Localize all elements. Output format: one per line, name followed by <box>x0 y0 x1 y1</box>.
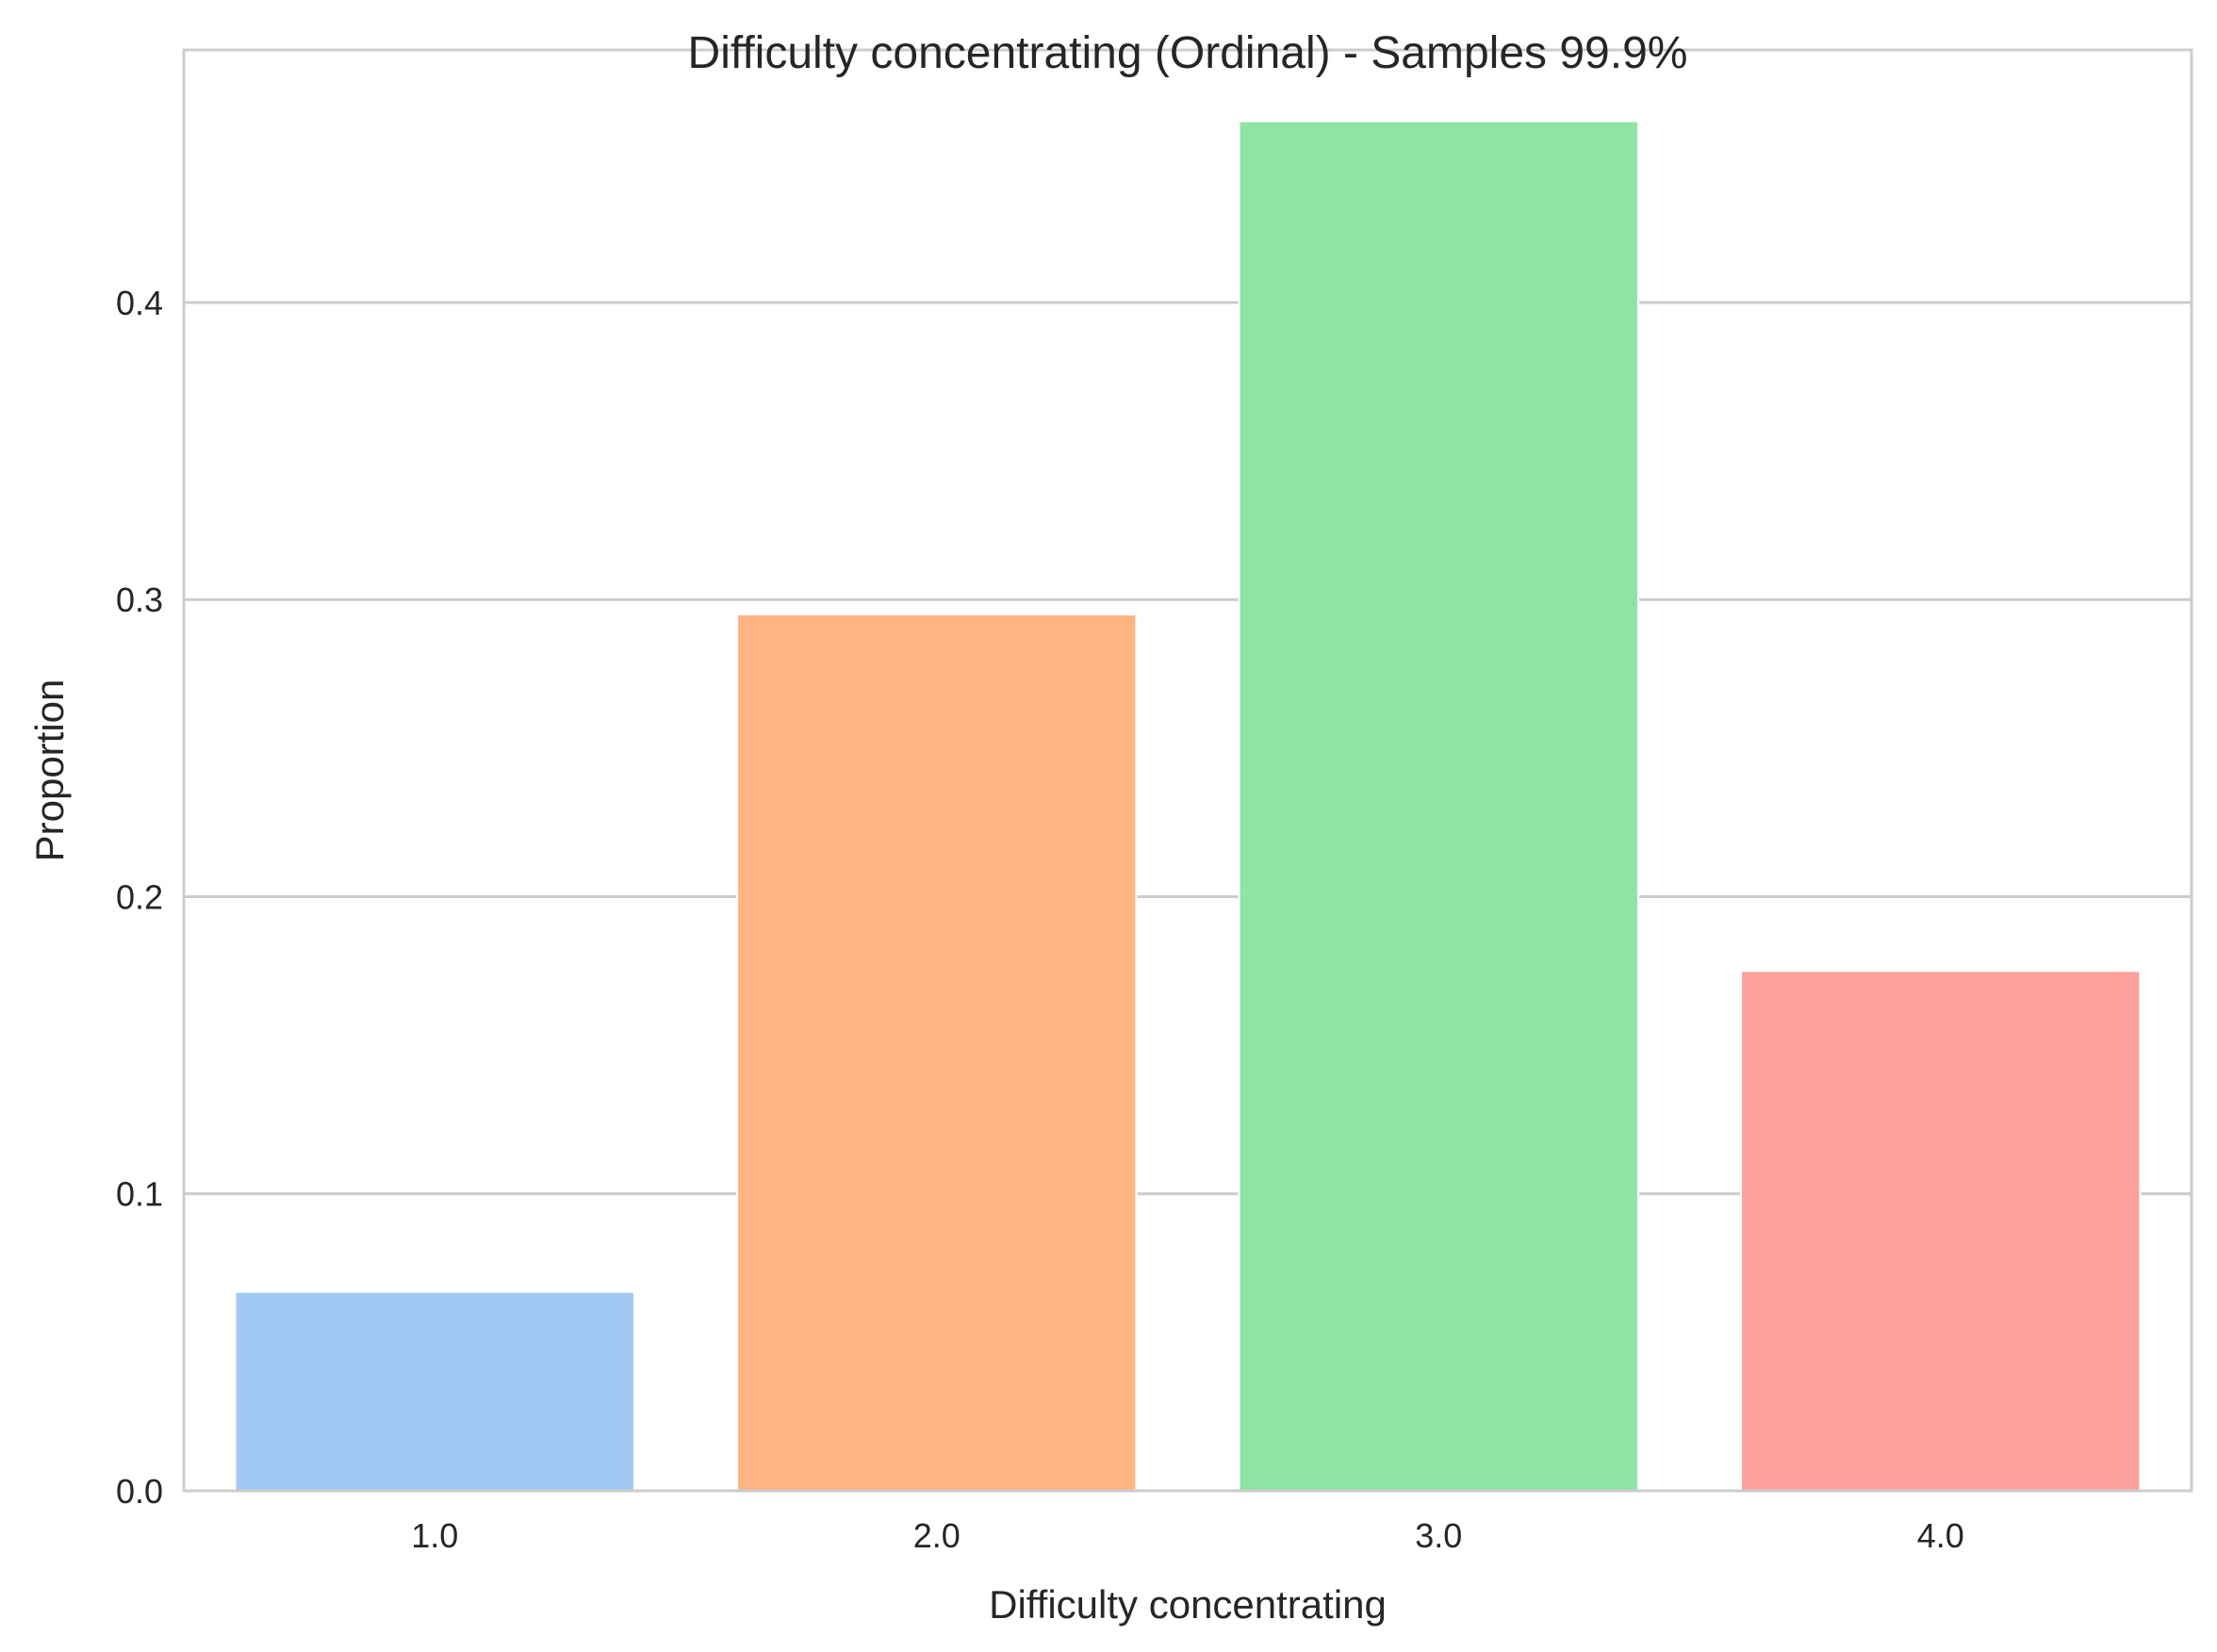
bar-2-0 <box>736 613 1138 1492</box>
y-tick-label: 0.4 <box>116 284 163 322</box>
y-tick-labels: 0.0 0.1 0.2 0.3 0.4 <box>116 284 163 1511</box>
x-axis-label: Difficulty concentrating <box>989 1582 1387 1627</box>
y-tick-label: 0.3 <box>116 581 163 619</box>
x-tick-labels: 1.0 2.0 3.0 4.0 <box>411 1516 1964 1555</box>
bars <box>234 120 2142 1493</box>
y-tick-label: 0.2 <box>116 877 163 916</box>
bar-4-0 <box>1740 970 2142 1492</box>
plot-frame <box>182 48 2193 1493</box>
y-axis-label: Proportion <box>27 679 72 862</box>
x-tick-label: 2.0 <box>913 1516 961 1555</box>
bar-3-0 <box>1238 120 1639 1492</box>
x-tick-label: 1.0 <box>411 1516 458 1555</box>
chart-title: Difficulty concentrating (Ordinal) - Sam… <box>688 28 1688 78</box>
bar-1-0 <box>234 1290 635 1493</box>
y-tick-label: 0.0 <box>116 1472 163 1511</box>
y-tick-label: 0.1 <box>116 1175 163 1214</box>
x-tick-label: 4.0 <box>1917 1516 1964 1555</box>
x-tick-label: 3.0 <box>1415 1516 1462 1555</box>
